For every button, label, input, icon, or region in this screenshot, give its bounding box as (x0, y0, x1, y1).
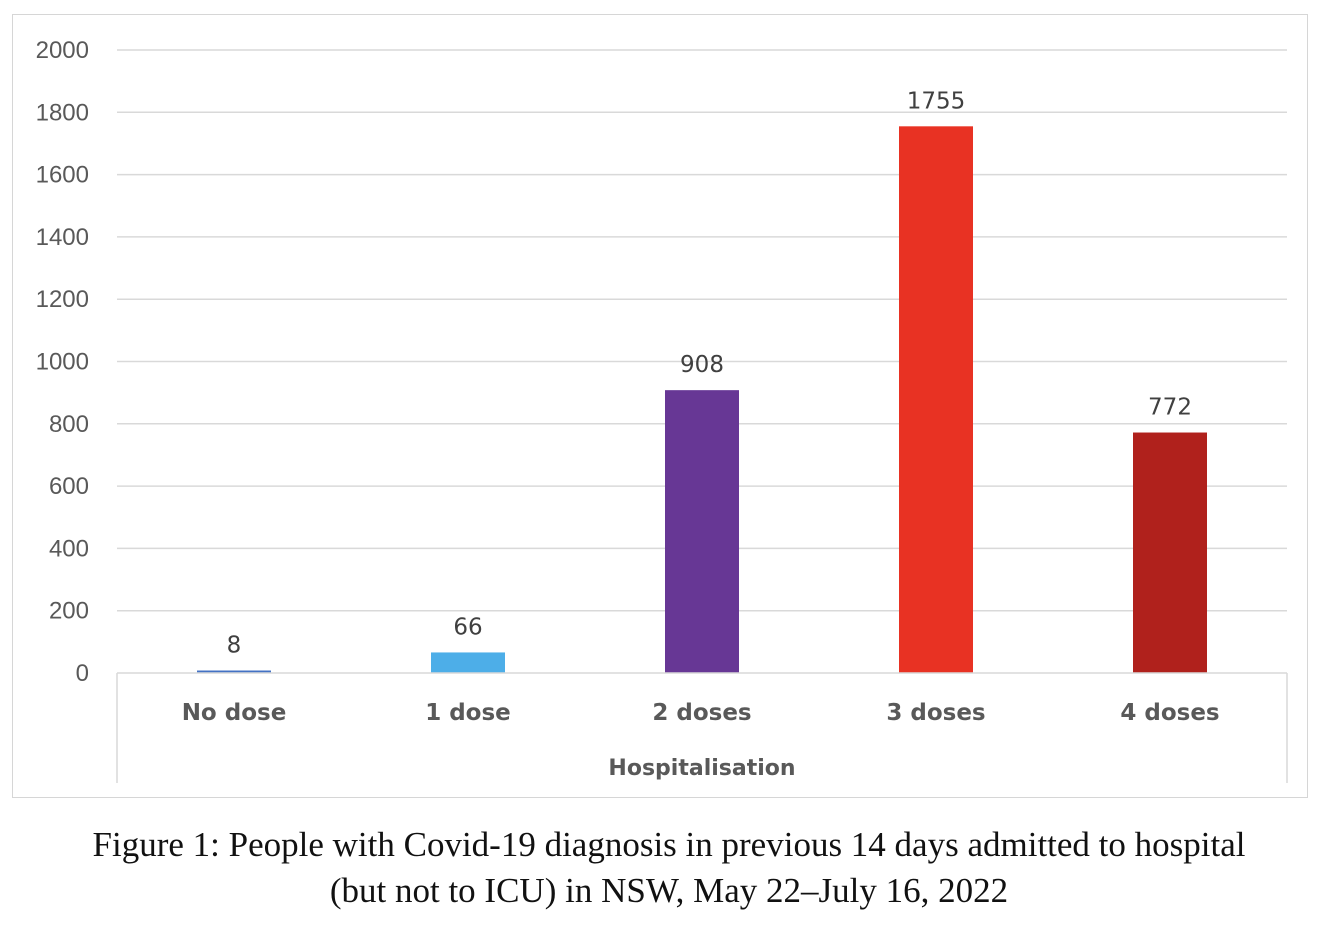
x-axis-title: Hospitalisation (608, 756, 795, 781)
caption-line-1: Figure 1: People with Covid-19 diagnosis… (92, 825, 1246, 864)
category-label: No dose (182, 700, 287, 726)
category-label: 1 dose (425, 700, 511, 726)
y-tick-label: 1800 (36, 99, 89, 126)
y-tick-label: 1600 (36, 162, 89, 189)
bar-chart: 0 200 400 600 800 1000 1200 1400 1600 1800 2000 8 6… (36, 37, 1288, 783)
y-tick-label: 400 (49, 535, 89, 562)
category-label: 4 doses (1120, 700, 1219, 726)
data-label: 908 (680, 352, 724, 378)
data-label: 1755 (907, 88, 966, 114)
bars (197, 126, 1207, 673)
y-tick-label: 1200 (36, 286, 89, 313)
y-tick-label: 2000 (36, 37, 89, 64)
y-tick-label: 800 (49, 411, 89, 438)
data-label: 66 (453, 614, 482, 640)
bar-3-doses (899, 126, 973, 673)
caption-line-2: (but not to ICU) in NSW, May 22–July 16,… (329, 871, 1009, 910)
category-label: 2 doses (652, 700, 751, 726)
bar-4-doses (1133, 432, 1207, 673)
bar-no-dose (197, 670, 271, 673)
y-tick-label: 1400 (36, 224, 89, 251)
y-tick-label: 0 (76, 660, 89, 687)
data-labels: 8 66 908 1755 772 (227, 88, 1192, 658)
figure-caption: Figure 1: People with Covid-19 diagnosis… (0, 822, 1338, 914)
data-label: 8 (227, 633, 242, 659)
x-axis-categories: No dose 1 dose 2 doses 3 doses 4 doses (182, 700, 1220, 726)
chart-frame: 0 200 400 600 800 1000 1200 1400 1600 1800 2000 8 6… (12, 14, 1308, 798)
y-tick-label: 200 (49, 598, 89, 625)
y-tick-label: 1000 (36, 349, 89, 376)
bar-1-dose (431, 652, 505, 673)
y-axis-ticks: 0 200 400 600 800 1000 1200 1400 1600 1800 2000 (36, 37, 89, 687)
category-label: 3 doses (886, 700, 985, 726)
bar-2-doses (665, 390, 739, 673)
gridlines (117, 49, 1287, 612)
y-tick-label: 600 (49, 473, 89, 500)
data-label: 772 (1148, 395, 1192, 421)
axis-lines (116, 672, 1288, 783)
